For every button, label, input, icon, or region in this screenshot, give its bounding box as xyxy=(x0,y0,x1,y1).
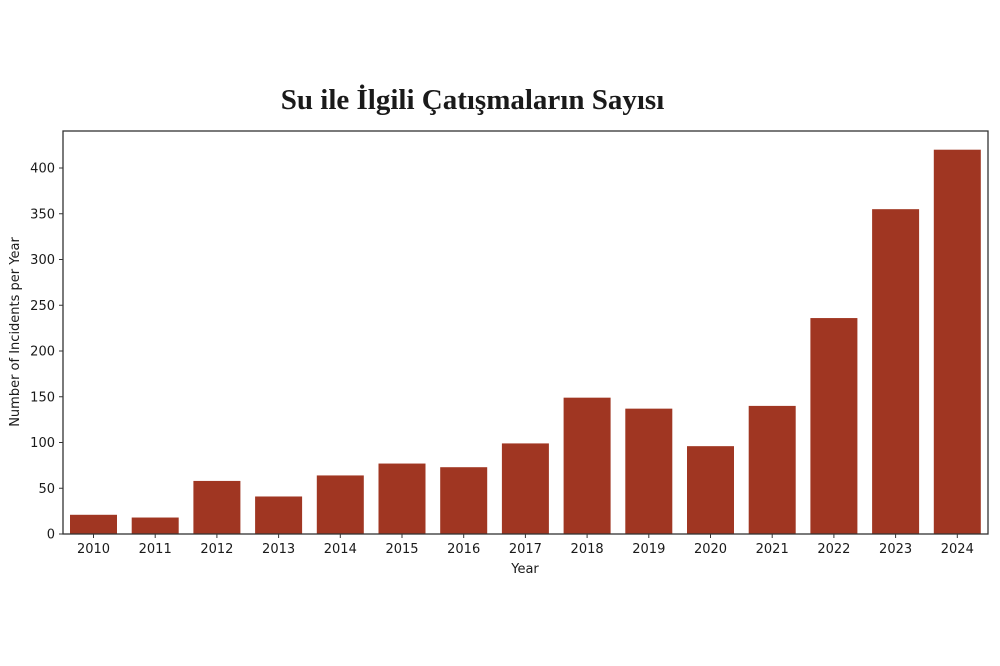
x-tick-label: 2021 xyxy=(756,542,789,557)
x-tick-label: 2014 xyxy=(324,542,357,557)
x-tick-label: 2015 xyxy=(385,542,418,557)
bar-2019 xyxy=(625,408,673,534)
x-tick-label: 2022 xyxy=(817,542,850,557)
y-tick-label: 50 xyxy=(38,482,55,497)
bar-2010 xyxy=(70,514,117,534)
bar-2012 xyxy=(193,480,241,534)
bar-2015 xyxy=(378,463,426,534)
bar-2016 xyxy=(440,467,488,534)
y-tick-label: 0 xyxy=(47,528,55,543)
bar-2018 xyxy=(563,397,611,534)
y-tick-label: 400 xyxy=(30,162,55,177)
bar-2022 xyxy=(810,318,858,534)
y-tick-label: 150 xyxy=(30,390,55,405)
bar-2013 xyxy=(255,496,303,534)
bars-group xyxy=(70,149,981,535)
x-tick-label: 2017 xyxy=(509,542,542,557)
x-tick-label: 2023 xyxy=(879,542,912,557)
y-tick-label: 350 xyxy=(30,207,55,222)
x-tick-label: 2010 xyxy=(77,542,110,557)
bar-2014 xyxy=(316,475,364,534)
y-axis-label: Number of Incidents per Year xyxy=(8,237,23,427)
x-tick-label: 2018 xyxy=(571,542,604,557)
y-tick-label: 250 xyxy=(30,299,55,314)
x-tick-label: 2020 xyxy=(694,542,727,557)
x-tick-label: 2013 xyxy=(262,542,295,557)
bar-2024 xyxy=(933,149,981,534)
y-tick-label: 100 xyxy=(30,436,55,451)
x-tick-label: 2024 xyxy=(941,542,974,557)
x-tick-label: 2016 xyxy=(447,542,480,557)
y-tick-label: 300 xyxy=(30,253,55,268)
bar-2023 xyxy=(872,209,920,535)
x-tick-label: 2012 xyxy=(200,542,233,557)
x-axis: 2010 2011 2012 2013 2014 2015 2016 2017 2018 2019… xyxy=(77,534,974,557)
bar-2020 xyxy=(687,446,734,534)
y-axis: 0 50 100 150 200 250 300 350 400 xyxy=(30,162,63,543)
x-axis-label: Year xyxy=(510,562,539,577)
chart-title: Su ile İlgili Çatışmaların Sayısı xyxy=(280,84,665,116)
bar-2011 xyxy=(131,517,179,534)
x-tick-label: 2019 xyxy=(632,542,665,557)
bar-2017 xyxy=(501,443,549,534)
y-tick-label: 200 xyxy=(30,345,55,360)
x-tick-label: 2011 xyxy=(139,542,172,557)
bar-2021 xyxy=(748,405,796,534)
